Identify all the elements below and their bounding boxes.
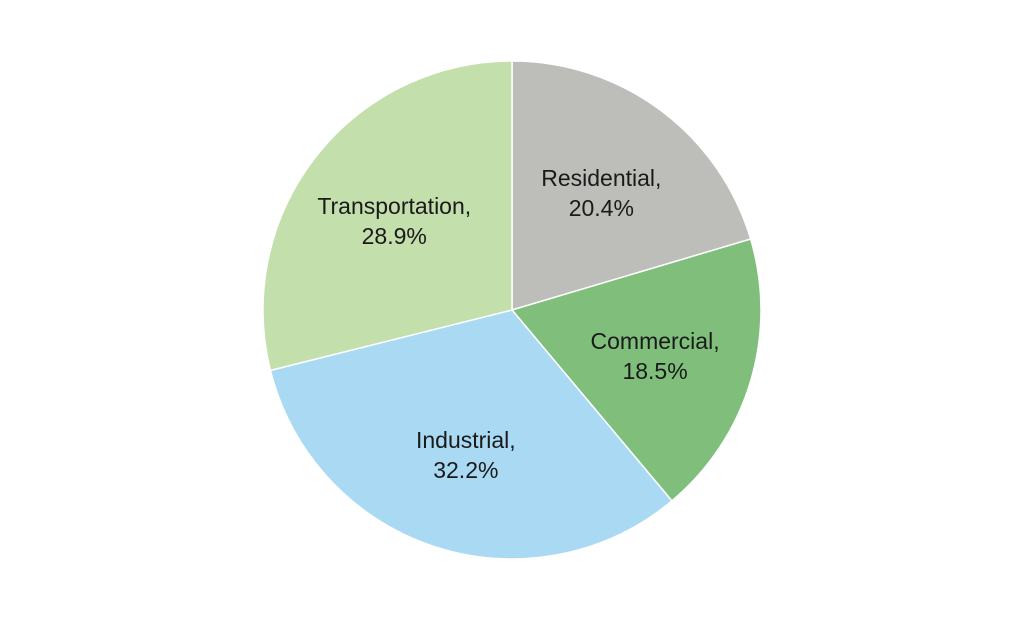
labels-layer: Residential, 20.4% Commercial, 18.5% Industr… <box>317 165 719 483</box>
pie-slice-industrial <box>269 309 673 560</box>
pie-slice-transportation <box>262 60 513 372</box>
data-label-transportation: Transportation, 28.9% <box>317 193 471 249</box>
data-label-name: Industrial, <box>416 427 516 453</box>
pie-slice-residential <box>511 60 752 312</box>
data-label-value: 32.2% <box>433 457 498 483</box>
data-label-value: 20.4% <box>569 195 634 221</box>
data-label-name: Residential, <box>541 165 661 191</box>
pie-slice-commercial <box>510 238 762 502</box>
data-label-value: 18.5% <box>622 358 687 384</box>
slices-layer <box>262 60 762 560</box>
data-label-industrial: Industrial, 32.2% <box>416 427 516 483</box>
data-label-residential: Residential, 20.4% <box>541 165 661 221</box>
data-label-commercial: Commercial, 18.5% <box>591 328 720 384</box>
data-label-name: Transportation, <box>317 193 471 219</box>
data-label-name: Commercial, <box>591 328 720 354</box>
data-label-value: 28.9% <box>362 223 427 249</box>
